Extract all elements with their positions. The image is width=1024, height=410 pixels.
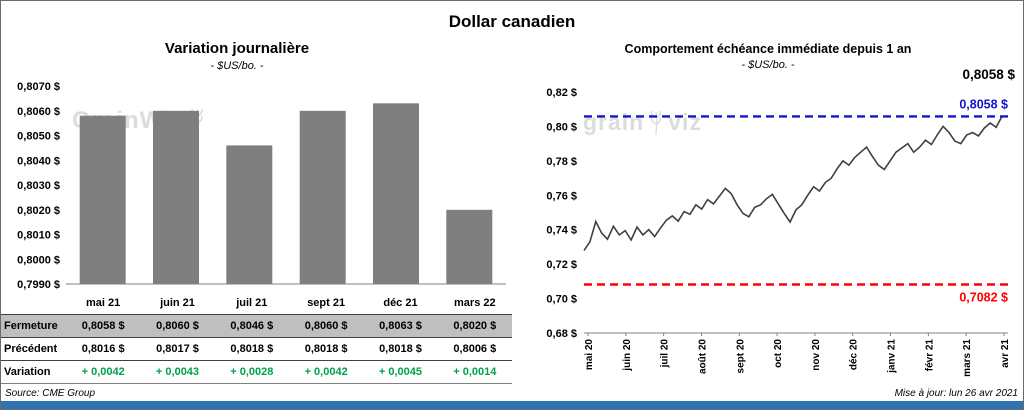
last-price-label: 0,8058 $ <box>962 67 1015 82</box>
price-line <box>583 116 1003 251</box>
y-axis-tick-label: 0,8000 $ <box>17 254 60 266</box>
table-cell: 0,8063 $ <box>379 319 422 332</box>
source-note: Source: CME Group <box>5 388 96 399</box>
column-header: mars 22 <box>454 297 496 310</box>
watermark-text: viz <box>668 108 702 135</box>
column-header: juil 21 <box>236 297 268 310</box>
y-axis-tick-label: 0,72 $ <box>546 259 577 271</box>
table-cell: + 0,0028 <box>230 365 274 378</box>
line-chart-subtitle: - $US/bo. - <box>741 59 795 71</box>
row-label: Fermeture <box>4 319 58 332</box>
y-axis-tick-label: 0,8030 $ <box>17 180 60 192</box>
table-cell: 0,8058 $ <box>81 319 125 332</box>
table-row-fermeture: Fermeture 0,8058 $ 0,8060 $ 0,8046 $ 0,8060 … <box>0 314 512 337</box>
accent-bar <box>0 401 1024 410</box>
x-axis-tick-label: oct 20 <box>773 339 784 368</box>
x-axis-tick-label: mars 21 <box>962 339 973 377</box>
watermark-text: grain <box>583 108 645 135</box>
price-table: mai 21 juin 21 juil 21 sept 21 déc 21 mars 22… <box>0 293 512 384</box>
y-axis-tick-label: 0,8010 $ <box>17 230 60 242</box>
wheat-icon <box>650 111 662 135</box>
update-note: Mise à jour: lun 26 avr 2021 <box>894 388 1018 399</box>
y-axis-tick-label: 0,78 $ <box>546 156 577 168</box>
table-row-precedent: Précédent 0,8016 $ 0,8017 $ 0,8018 $ 0,8018 … <box>0 337 512 360</box>
bar-sept-21 <box>299 110 346 285</box>
x-axis-tick-label: juil 20 <box>660 339 671 369</box>
x-axis-tick-label: août 20 <box>697 339 708 374</box>
column-header: mai 21 <box>86 297 121 310</box>
y-axis-tick-label: 0,82 $ <box>546 87 577 99</box>
table-cell: 0,8060 $ <box>304 319 348 332</box>
line-chart-title: Comportement échéance immédiate depuis 1… <box>624 42 912 56</box>
x-axis-tick-label: juin 20 <box>622 339 633 372</box>
column-header: juin 21 <box>160 297 195 310</box>
bar-chart: 0,7990 $ 0,8000 $ 0,8010 $ 0,8020 $ 0,8030 $… <box>17 81 506 290</box>
table-cell: 0,8018 $ <box>379 342 422 355</box>
y-axis-tick-label: 0,80 $ <box>546 121 577 133</box>
table-cell: 0,8018 $ <box>230 342 274 355</box>
y-axis-tick-label: 0,8050 $ <box>17 131 60 143</box>
x-axis-tick-label: déc 20 <box>849 339 860 371</box>
table-cell: 0,8006 $ <box>453 342 497 355</box>
bar-chart-title: Variation journalière <box>164 40 310 57</box>
table-cell: 0,8046 $ <box>230 319 274 332</box>
x-axis-tick-label: avr 21 <box>1000 339 1011 368</box>
y-axis-tick-label: 0,8060 $ <box>17 106 60 118</box>
bar-mars-22 <box>446 209 493 285</box>
y-axis-tick-label: 0,8020 $ <box>17 205 60 217</box>
x-axis-tick-label: sept 20 <box>735 339 746 374</box>
bar-chart-subtitle: - $US/bo. - <box>210 60 264 72</box>
table-cell: + 0,0043 <box>155 365 200 378</box>
y-axis-tick-label: 0,74 $ <box>546 225 577 237</box>
table-cell: + 0,0014 <box>453 365 497 378</box>
table-cell: 0,8020 $ <box>453 319 497 332</box>
y-axis-tick-label: 0,70 $ <box>546 294 577 306</box>
table-row-variation: Variation + 0,0042 + 0,0043 + 0,0028 + 0,004… <box>0 360 512 383</box>
x-axis-tick-label: févr 21 <box>924 339 935 372</box>
y-axis-tick-label: 0,8070 $ <box>17 81 60 93</box>
y-axis-tick-label: 0,8040 $ <box>17 155 60 167</box>
row-label: Variation <box>4 365 51 378</box>
x-axis-tick-label: janv 21 <box>887 339 898 374</box>
watermark-right: grain viz <box>583 108 702 136</box>
table-cell: 0,8017 $ <box>156 342 199 355</box>
reference-line-label: 0,8058 $ <box>959 97 1008 111</box>
table-cell: 0,8060 $ <box>156 319 199 332</box>
reference-line-label: 0,7082 $ <box>959 291 1008 305</box>
x-axis-tick-label: nov 20 <box>811 339 822 371</box>
line-chart: 0,68 $ 0,70 $ 0,72 $ 0,74 $ 0,76 $ 0,78 $ 0,80… <box>546 87 1011 377</box>
bar-juil-21 <box>226 145 273 284</box>
table-header-row: mai 21 juin 21 juil 21 sept 21 déc 21 mars 22 <box>0 293 512 314</box>
table-cell: + 0,0045 <box>378 365 423 378</box>
bar-mai-21 <box>79 115 126 284</box>
column-header: déc 21 <box>383 297 418 310</box>
y-axis-tick-label: 0,76 $ <box>546 190 577 202</box>
bar-déc-21 <box>373 103 419 284</box>
table-cell: + 0,0042 <box>81 365 125 378</box>
bar-juin-21 <box>153 110 199 285</box>
column-header: sept 21 <box>307 297 346 310</box>
y-axis-tick-label: 0,7990 $ <box>17 279 60 290</box>
table-cell: 0,8018 $ <box>304 342 348 355</box>
page-title: Dollar canadien <box>448 12 576 31</box>
row-label: Précédent <box>4 342 58 355</box>
x-axis-tick-label: mai 20 <box>584 339 595 371</box>
y-axis-tick-label: 0,68 $ <box>546 328 577 340</box>
table-cell: + 0,0042 <box>304 365 348 378</box>
table-corner-cell <box>0 293 66 314</box>
table-cell: 0,8016 $ <box>81 342 125 355</box>
